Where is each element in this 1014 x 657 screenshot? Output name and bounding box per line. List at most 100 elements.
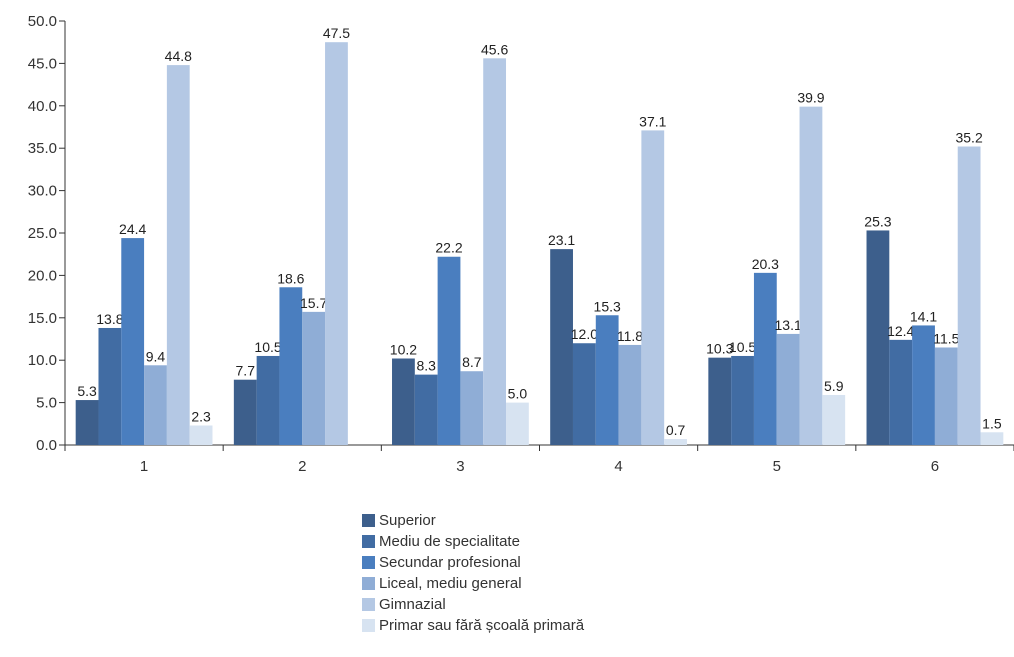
bar (121, 238, 145, 445)
bar-value-label: 2.3 (191, 408, 211, 424)
bar (483, 58, 507, 445)
legend-swatch (362, 577, 375, 590)
bar (664, 439, 687, 445)
bar (618, 344, 642, 445)
bar (753, 272, 777, 445)
chart-legend: Superior Mediu de specialitate Secundar pr… (362, 510, 584, 636)
bar (233, 379, 257, 445)
bar-value-label: 35.2 (955, 130, 982, 146)
bar-value-label: 22.2 (435, 240, 462, 256)
bar (934, 347, 958, 445)
legend-item[interactable]: Liceal, mediu general (362, 573, 584, 594)
bar (866, 230, 890, 445)
bar (75, 400, 99, 445)
bar (437, 256, 461, 445)
bar-value-label: 1.5 (982, 415, 1002, 431)
bar-value-label: 10.2 (390, 342, 417, 358)
legend-item[interactable]: Mediu de specialitate (362, 531, 584, 552)
bar (572, 343, 596, 445)
bar (595, 315, 619, 445)
bar-value-label: 12.4 (887, 323, 914, 339)
y-tick-label: 0.0 (36, 437, 57, 454)
bar (392, 358, 415, 445)
x-category-label: 3 (456, 458, 464, 475)
bar-value-label: 10.5 (254, 339, 281, 355)
legend-swatch (362, 556, 375, 569)
bar-chart: 0.05.010.015.020.025.030.035.040.045.050… (28, 13, 1014, 475)
y-tick-label: 10.0 (28, 352, 57, 369)
legend-item[interactable]: Primar sau fără școală primară (362, 615, 584, 636)
y-tick-label: 20.0 (28, 267, 57, 284)
bar-value-label: 5.9 (824, 378, 844, 394)
bar (708, 357, 732, 445)
legend-label: Superior (379, 512, 436, 529)
y-tick-label: 5.0 (36, 395, 57, 412)
legend-swatch (362, 535, 375, 548)
bar (957, 146, 981, 445)
bar (414, 374, 438, 445)
legend-label: Liceal, mediu general (379, 575, 522, 592)
bar-value-label: 15.7 (300, 295, 327, 311)
bar (980, 432, 1004, 445)
bar (889, 339, 913, 445)
bar-value-label: 7.7 (236, 363, 256, 379)
bar (641, 130, 665, 445)
legend-swatch (362, 598, 375, 611)
y-tick-label: 40.0 (28, 98, 57, 115)
legend-swatch (362, 514, 375, 527)
bar-value-label: 13.1 (775, 317, 802, 333)
y-tick-label: 35.0 (28, 140, 57, 157)
bar (506, 402, 529, 445)
bar (325, 42, 348, 445)
bar-value-label: 11.8 (617, 328, 643, 344)
x-category-label: 5 (773, 458, 781, 475)
y-tick-label: 50.0 (28, 13, 57, 30)
bar-value-label: 45.6 (481, 41, 508, 57)
bar-value-label: 10.3 (706, 341, 733, 357)
bar (98, 327, 122, 445)
bar-value-label: 37.1 (639, 113, 666, 129)
bar (279, 287, 303, 445)
bar-value-label: 23.1 (548, 232, 575, 248)
bar-value-label: 15.3 (594, 298, 621, 314)
bar (460, 371, 484, 445)
bar (776, 333, 800, 445)
bar-value-label: 5.0 (508, 386, 528, 402)
bar-value-label: 39.9 (797, 90, 824, 106)
bar-value-label: 5.3 (77, 383, 97, 399)
y-tick-label: 30.0 (28, 183, 57, 200)
bar (166, 65, 190, 445)
bar-value-label: 11.5 (933, 330, 959, 346)
y-tick-label: 45.0 (28, 55, 57, 72)
x-category-label: 6 (931, 458, 939, 475)
bar (256, 355, 280, 445)
legend-item[interactable]: Secundar profesional (362, 552, 584, 573)
x-category-label: 1 (140, 458, 148, 475)
bar-value-label: 8.7 (462, 354, 482, 370)
bar-value-label: 8.3 (416, 358, 436, 374)
bar-value-label: 47.5 (323, 25, 350, 41)
bar-value-label: 14.1 (910, 308, 937, 324)
bar-value-label: 24.4 (119, 221, 146, 237)
legend-swatch (362, 619, 375, 632)
bar-value-label: 10.5 (729, 339, 756, 355)
legend-label: Secundar profesional (379, 554, 521, 571)
bar-value-label: 20.3 (752, 256, 779, 272)
bar (550, 249, 573, 445)
y-tick-label: 15.0 (28, 310, 57, 327)
bar-value-label: 44.8 (165, 48, 192, 64)
bar (302, 311, 326, 445)
bar (731, 355, 754, 445)
x-category-label: 4 (614, 458, 622, 475)
bar-value-label: 25.3 (864, 213, 891, 229)
legend-label: Gimnazial (379, 596, 446, 613)
bar-value-label: 9.4 (146, 348, 166, 364)
legend-label: Mediu de specialitate (379, 533, 520, 550)
bar-value-label: 18.6 (277, 270, 304, 286)
bar-value-label: 0.7 (666, 422, 686, 438)
legend-item[interactable]: Gimnazial (362, 594, 584, 615)
legend-item[interactable]: Superior (362, 510, 584, 531)
bar (799, 106, 823, 445)
bar (822, 394, 846, 445)
bar-value-label: 13.8 (96, 311, 123, 327)
